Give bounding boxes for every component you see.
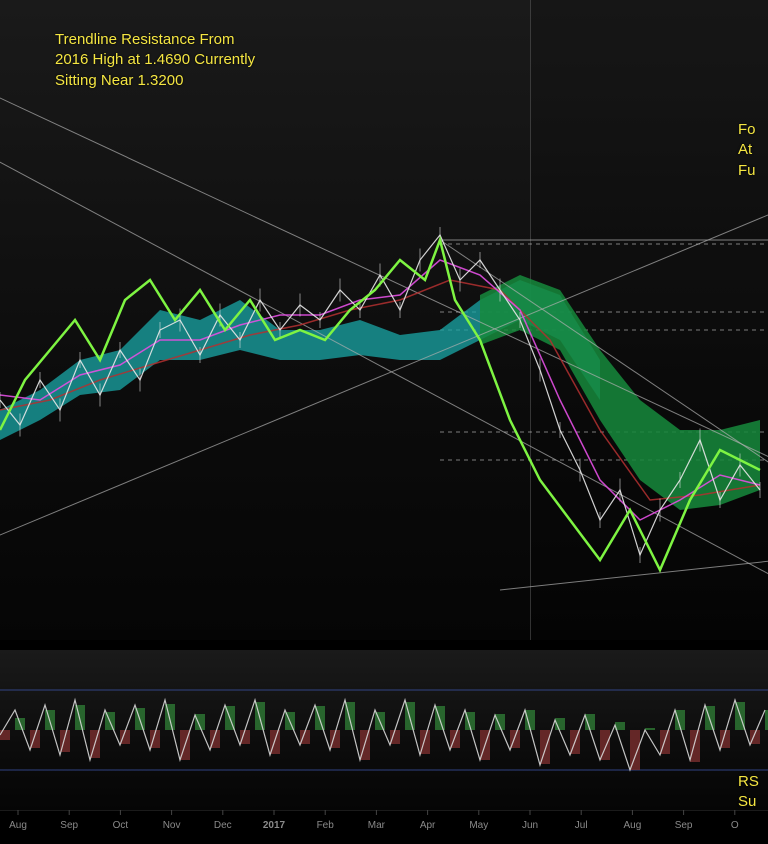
svg-text:Oct: Oct [113,820,129,831]
svg-text:Aug: Aug [9,820,27,831]
main-price-panel: Trendline Resistance From 2016 High at 1… [0,0,768,640]
annotation-trendline-resistance: Trendline Resistance From 2016 High at 1… [55,30,255,91]
indicator-chart-svg [0,650,768,810]
svg-text:Jun: Jun [522,820,538,831]
svg-text:O: O [731,820,739,831]
svg-text:Sep: Sep [675,820,693,831]
svg-text:Mar: Mar [368,820,386,831]
svg-text:2017: 2017 [263,820,286,831]
svg-text:May: May [469,820,488,831]
svg-text:Nov: Nov [163,820,181,831]
chart-root: Trendline Resistance From 2016 High at 1… [0,0,768,844]
indicator-panel: RS Su [0,650,768,810]
svg-text:Dec: Dec [214,820,232,831]
svg-text:Aug: Aug [624,820,642,831]
svg-text:Apr: Apr [420,820,436,831]
time-axis-panel: Aug Sep Oct Nov Dec 2017 Feb Mar Apr May Jun Jul Aug… [0,810,768,844]
time-axis-svg: Aug Sep Oct Nov Dec 2017 Feb Mar Apr May Jun Jul Aug… [0,810,768,844]
main-chart-svg [0,0,768,640]
annotation-rsi-truncated: RS Su [738,772,759,813]
svg-text:Sep: Sep [60,820,78,831]
annotation-right-truncated: Fo At Fu [738,120,756,181]
svg-text:Jul: Jul [575,820,588,831]
svg-text:Feb: Feb [317,820,335,831]
